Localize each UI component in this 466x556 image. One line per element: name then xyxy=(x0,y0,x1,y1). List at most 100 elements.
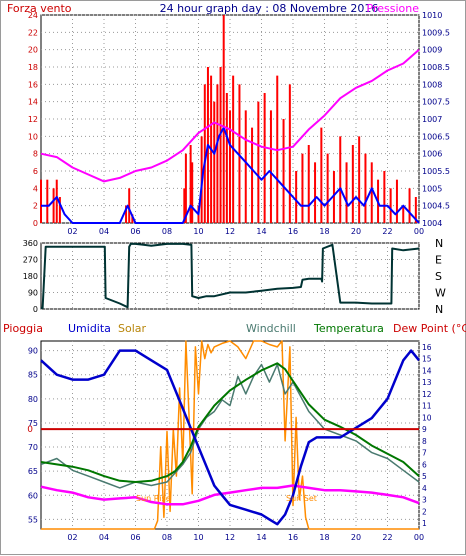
y-tick-label: 180 xyxy=(23,272,38,281)
y2-tick-label: 1005 xyxy=(422,184,442,193)
wind-pressure-panel: 02468101214161820222410041004.510051005.… xyxy=(28,11,450,236)
x-tick-label: 04 xyxy=(99,227,109,236)
compass-label: N xyxy=(435,303,443,316)
y-tick-label: 24 xyxy=(28,11,38,20)
y-tick-label: 360 xyxy=(23,239,38,248)
x-tick-label: 14 xyxy=(256,533,266,542)
y-tick-label: 10 xyxy=(28,132,38,141)
y2-tick-label: 5 xyxy=(422,472,427,481)
legend-humidity: Umidita xyxy=(68,322,111,335)
y-tick-label: 2 xyxy=(33,202,38,211)
y2-tick-label: 7 xyxy=(422,449,427,458)
x-tick-label: 14 xyxy=(256,227,266,236)
y2-tick-label: 1009 xyxy=(422,46,442,55)
legend-windchill: Windchill xyxy=(246,322,296,335)
y-tick-label: 4 xyxy=(33,184,38,193)
x-tick-label: 08 xyxy=(162,227,172,236)
x-tick-label: 16 xyxy=(288,227,298,236)
x-tick-label: 12 xyxy=(225,227,235,236)
y-tick-label: 16 xyxy=(28,80,38,89)
legend-rain: Pioggia xyxy=(3,322,43,335)
y2-tick-label: 1005.5 xyxy=(422,167,450,176)
x-tick-label: 02 xyxy=(67,227,77,236)
y-tick-label: 90 xyxy=(28,347,38,356)
y-tick-label: 270 xyxy=(23,256,38,265)
y-tick-label: 8 xyxy=(33,150,38,159)
legend-temperature: Temperatura xyxy=(313,322,384,335)
y2-tick-label: 13 xyxy=(422,378,432,387)
rain-zero-label: 0 xyxy=(27,425,33,435)
y2-tick-label: 2 xyxy=(422,507,427,516)
y-tick-label: 60 xyxy=(28,491,38,500)
x-tick-label: 06 xyxy=(130,227,140,236)
pressure-title: Pressione xyxy=(367,2,420,15)
y-tick-label: 85 xyxy=(28,371,38,380)
y2-tick-label: 1007.5 xyxy=(422,98,450,107)
y2-tick-label: 1006 xyxy=(422,150,442,159)
sunrise-label: Sun Rise xyxy=(136,494,171,503)
x-tick-label: 22 xyxy=(382,227,392,236)
y-tick-label: 0 xyxy=(33,305,38,314)
x-tick-label: 12 xyxy=(225,533,235,542)
y-tick-label: 70 xyxy=(28,443,38,452)
x-tick-label: 20 xyxy=(351,227,361,236)
graph-title: 24 hour graph day : 08 Novembre 2016 xyxy=(160,2,379,15)
wind-average-line xyxy=(41,126,420,224)
x-tick-label: 02 xyxy=(67,533,77,542)
y-tick-label: 22 xyxy=(28,28,38,37)
temperature-humidity-panel: 5560657075808590123456789101112131415160… xyxy=(27,340,432,542)
legend-dewpoint: Dew Point (°C) xyxy=(393,322,466,335)
y-tick-label: 14 xyxy=(28,98,38,107)
y2-tick-label: 1 xyxy=(422,519,427,528)
y2-tick-label: 14 xyxy=(422,366,432,375)
y2-tick-label: 1007 xyxy=(422,115,442,124)
temperature-line xyxy=(40,362,420,483)
x-tick-label: 18 xyxy=(319,227,329,236)
y2-tick-label: 4 xyxy=(422,484,427,493)
y-tick-label: 12 xyxy=(28,115,38,124)
y-tick-label: 55 xyxy=(28,515,38,524)
y-tick-label: 90 xyxy=(28,289,38,298)
y2-tick-label: 1008 xyxy=(422,80,442,89)
y2-tick-label: 1006.5 xyxy=(422,132,450,141)
x-tick-label: 06 xyxy=(130,533,140,542)
x-tick-label: 04 xyxy=(99,533,109,542)
compass-label: N xyxy=(435,237,443,250)
wind-title: Forza vento xyxy=(7,2,72,15)
y2-tick-label: 1010 xyxy=(422,11,442,20)
y2-tick-label: 1004.5 xyxy=(422,202,450,211)
x-tick-label: 10 xyxy=(193,227,203,236)
y2-tick-label: 10 xyxy=(422,413,432,422)
windchill-line xyxy=(40,363,420,489)
y-tick-label: 0 xyxy=(33,219,38,228)
y2-tick-label: 1004 xyxy=(422,219,442,228)
humidity-line xyxy=(40,349,420,526)
y2-tick-label: 3 xyxy=(422,496,427,505)
compass-label: E xyxy=(435,254,442,267)
x-tick-label: 10 xyxy=(193,533,203,542)
y2-tick-label: 15 xyxy=(422,355,432,364)
y2-tick-label: 9 xyxy=(422,425,427,434)
y-tick-label: 18 xyxy=(28,63,38,72)
y-tick-label: 20 xyxy=(28,46,38,55)
x-tick-label: 16 xyxy=(288,533,298,542)
y-tick-label: 6 xyxy=(33,167,38,176)
compass-label: W xyxy=(435,287,446,300)
y2-tick-label: 8 xyxy=(422,437,427,446)
legend-solar: Solar xyxy=(118,322,147,335)
y2-tick-label: 1009.5 xyxy=(422,28,450,37)
x-tick-label: 00 xyxy=(414,533,424,542)
y2-tick-label: 1008.5 xyxy=(422,63,450,72)
y2-tick-label: 16 xyxy=(422,343,432,352)
x-tick-label: 00 xyxy=(414,227,424,236)
y-tick-label: 80 xyxy=(28,395,38,404)
x-tick-label: 08 xyxy=(162,533,172,542)
compass-label: S xyxy=(435,270,442,283)
y2-tick-label: 11 xyxy=(422,402,432,411)
x-tick-label: 20 xyxy=(351,533,361,542)
x-tick-label: 18 xyxy=(319,533,329,542)
wind-direction-line xyxy=(41,242,420,310)
y-tick-label: 65 xyxy=(28,467,38,476)
